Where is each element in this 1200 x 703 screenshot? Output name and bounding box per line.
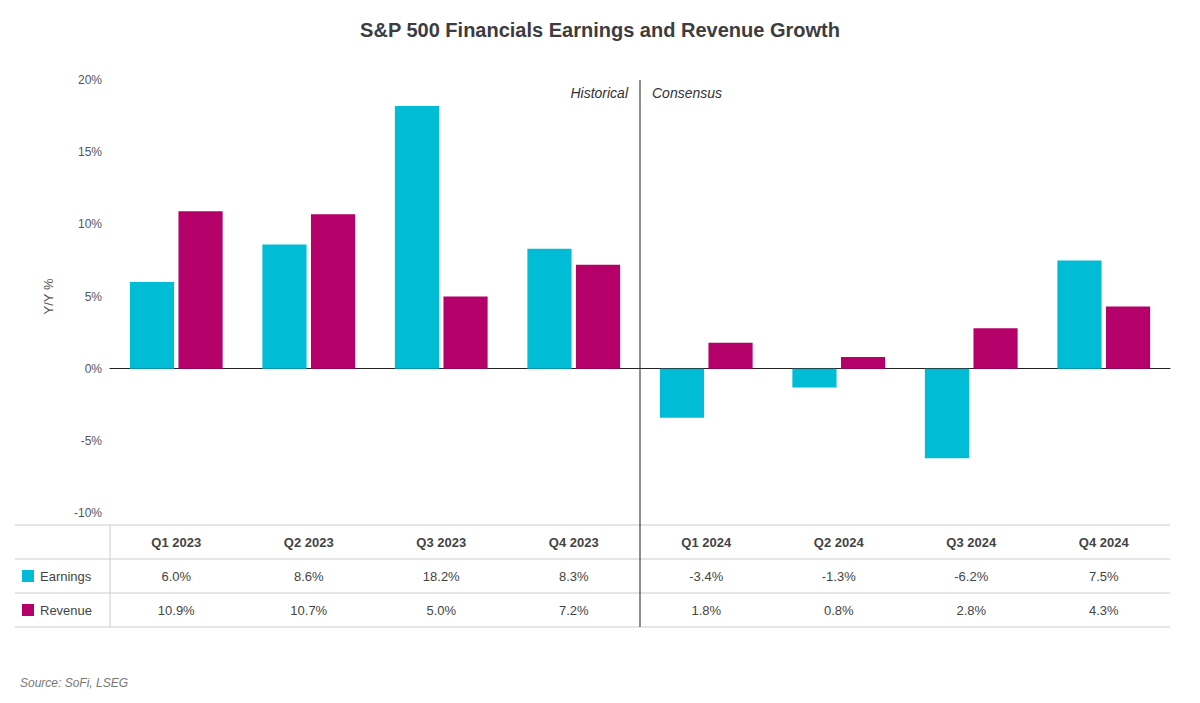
svg-text:-3.4%: -3.4% xyxy=(689,569,723,584)
svg-text:Q3 2024: Q3 2024 xyxy=(946,535,997,550)
svg-text:10.7%: 10.7% xyxy=(290,603,327,618)
svg-text:15%: 15% xyxy=(78,145,102,159)
svg-text:Historical: Historical xyxy=(570,85,628,101)
svg-text:Y/Y %: Y/Y % xyxy=(41,278,56,314)
svg-text:0%: 0% xyxy=(85,362,103,376)
svg-text:-1.3%: -1.3% xyxy=(822,569,856,584)
svg-text:2.8%: 2.8% xyxy=(956,603,986,618)
svg-text:1.8%: 1.8% xyxy=(691,603,721,618)
svg-text:Consensus: Consensus xyxy=(652,85,722,101)
svg-text:5%: 5% xyxy=(85,290,103,304)
svg-text:-6.2%: -6.2% xyxy=(954,569,988,584)
svg-text:Q2 2023: Q2 2023 xyxy=(284,535,334,550)
svg-text:4.3%: 4.3% xyxy=(1089,603,1119,618)
svg-text:Q1 2023: Q1 2023 xyxy=(151,535,201,550)
svg-text:Earnings: Earnings xyxy=(40,569,92,584)
svg-text:Q1 2024: Q1 2024 xyxy=(681,535,732,550)
svg-text:7.2%: 7.2% xyxy=(559,603,589,618)
svg-text:10%: 10% xyxy=(78,217,102,231)
svg-text:Source: SoFi, LSEG: Source: SoFi, LSEG xyxy=(20,676,128,690)
svg-text:18.2%: 18.2% xyxy=(423,569,460,584)
svg-text:Q4 2024: Q4 2024 xyxy=(1079,535,1130,550)
svg-text:8.3%: 8.3% xyxy=(559,569,589,584)
svg-text:S&P 500 Financials Earnings an: S&P 500 Financials Earnings and Revenue … xyxy=(360,19,840,41)
svg-text:6.0%: 6.0% xyxy=(161,569,191,584)
svg-text:-5%: -5% xyxy=(81,434,103,448)
svg-text:10.9%: 10.9% xyxy=(158,603,195,618)
svg-text:Q3 2023: Q3 2023 xyxy=(416,535,466,550)
svg-text:-10%: -10% xyxy=(74,506,102,520)
svg-text:Revenue: Revenue xyxy=(40,603,92,618)
svg-text:5.0%: 5.0% xyxy=(426,603,456,618)
svg-text:20%: 20% xyxy=(78,73,102,87)
svg-text:8.6%: 8.6% xyxy=(294,569,324,584)
svg-text:Q2 2024: Q2 2024 xyxy=(814,535,865,550)
svg-text:0.8%: 0.8% xyxy=(824,603,854,618)
svg-text:7.5%: 7.5% xyxy=(1089,569,1119,584)
svg-text:Q4 2023: Q4 2023 xyxy=(549,535,599,550)
